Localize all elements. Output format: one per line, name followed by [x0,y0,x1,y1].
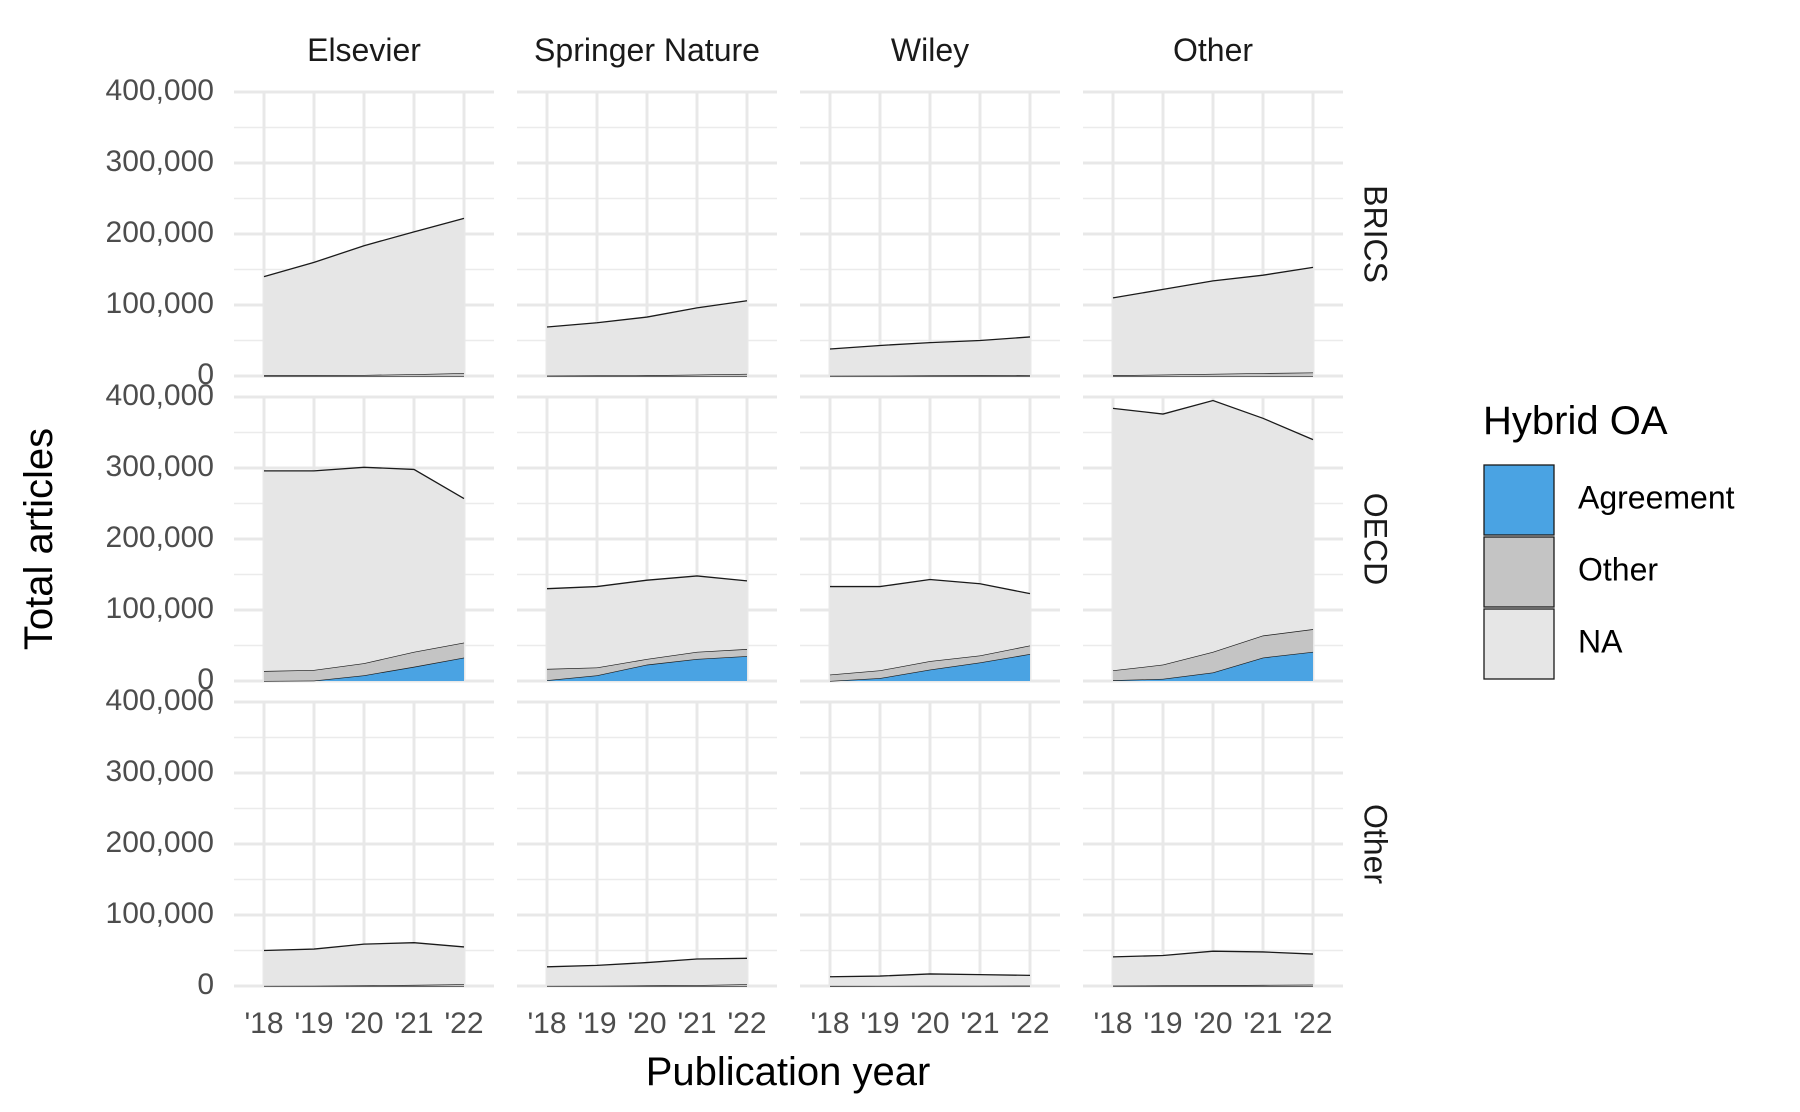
area-outline-na [1112,950,1314,958]
panel-other-other [1083,700,1343,988]
area-outline-na [830,578,1031,595]
panel-brics-wiley [800,90,1060,378]
y-tick-label: 0 [197,358,214,391]
area-outline-na [546,957,748,968]
legend-label-na: NA [1578,623,1623,659]
x-tick-label: '18 [810,1007,849,1040]
area-na [547,575,747,669]
area-outline-na [829,336,1031,350]
row-strip-other: Other [1358,804,1394,884]
row-strip-oecd: OECD [1358,493,1394,585]
y-tick-label: 100,000 [106,897,214,930]
x-tick-label: '19 [294,1007,333,1040]
x-tick-label: '21 [1243,1007,1282,1040]
panel-other-springer-nature [517,700,777,988]
area-outline-na [263,217,465,278]
panel-oecd-elsevier [234,395,494,683]
x-tick-label: '18 [244,1007,283,1040]
column-strip-other: Other [1173,32,1253,68]
x-tick-label: '22 [1293,1007,1332,1040]
area-na [547,300,747,376]
y-axis-title: Total articles [17,428,61,650]
y-tick-label: 0 [197,663,214,696]
x-tick-label: '22 [444,1007,483,1040]
panel-oecd-springer-nature [517,395,777,683]
row-strip-brics: BRICS [1358,185,1394,283]
panel-other-elsevier [234,700,494,988]
area-na [264,467,464,672]
x-tick-label: '20 [627,1007,666,1040]
legend-key-other [1483,536,1555,608]
area-na [1113,400,1313,671]
panel-oecd-wiley [800,395,1060,683]
area-other [547,649,747,681]
area-agreement [1113,651,1313,681]
x-axis-title: Publication year [646,1050,931,1094]
y-tick-label: 300,000 [106,450,214,483]
area-outline-na [264,466,465,500]
area-outline-na [546,575,748,590]
y-tick-label: 0 [197,968,214,1001]
x-tick-label: '20 [344,1007,383,1040]
panel-other-wiley [800,700,1060,988]
x-tick-label: '21 [677,1007,716,1040]
legend-key-agreement [1483,464,1555,536]
y-tick-label: 200,000 [106,521,214,554]
y-tick-label: 400,000 [106,74,214,107]
x-tick-label: '22 [727,1007,766,1040]
x-tick-label: '18 [1093,1007,1132,1040]
x-tick-label: '18 [527,1007,566,1040]
area-na [830,336,1030,376]
x-tick-label: '19 [860,1007,899,1040]
area-outline-na [829,973,1031,978]
legend-title: Hybrid OA [1483,399,1668,443]
legend-label-other: Other [1578,551,1658,587]
y-tick-label: 400,000 [106,379,214,412]
y-tick-label: 300,000 [106,145,214,178]
y-tick-label: 400,000 [106,684,214,717]
x-tick-label: '20 [1193,1007,1232,1040]
x-tick-label: '20 [910,1007,949,1040]
column-strip-wiley: Wiley [891,32,969,68]
y-tick-label: 200,000 [106,826,214,859]
x-tick-label: '19 [577,1007,616,1040]
area-agreement [830,654,1030,681]
area-na [264,942,464,986]
legend: Hybrid OA Agreement Other NA [1483,399,1735,680]
y-tick-label: 100,000 [106,592,214,625]
area-na [830,973,1030,986]
panel-oecd-other [1083,395,1343,683]
panel-brics-elsevier [234,90,494,378]
y-tick-label: 300,000 [106,755,214,788]
facet-strips: Elsevier Springer Nature Wiley Other BRICS OE… [307,32,1393,884]
area-na [1113,951,1313,986]
axis-labels: 0100,000200,000300,000400,0000100,000200… [106,74,1333,1040]
x-tick-label: '21 [960,1007,999,1040]
x-tick-label: '19 [1143,1007,1182,1040]
area-other [1113,629,1313,681]
area-na [264,218,464,376]
area-outline-na [1112,266,1314,299]
area-na [547,958,747,986]
chart-panels [234,90,1343,988]
x-tick-label: '21 [394,1007,433,1040]
legend-label-agreement: Agreement [1578,479,1735,515]
area-na [1113,267,1313,376]
legend-key-na [1483,608,1555,680]
area-other [830,645,1030,681]
y-tick-label: 100,000 [106,287,214,320]
panel-brics-springer-nature [517,90,777,378]
area-outline-na [1112,399,1314,441]
area-outline-na [546,300,748,328]
column-strip-springer-nature: Springer Nature [534,32,760,68]
column-strip-elsevier: Elsevier [307,32,421,68]
area-agreement [547,656,747,681]
panel-brics-other [1083,90,1343,378]
area-outline-na [263,942,465,952]
x-tick-label: '22 [1010,1007,1049,1040]
y-tick-label: 200,000 [106,216,214,249]
area-na [830,579,1030,675]
area-agreement [264,657,464,681]
